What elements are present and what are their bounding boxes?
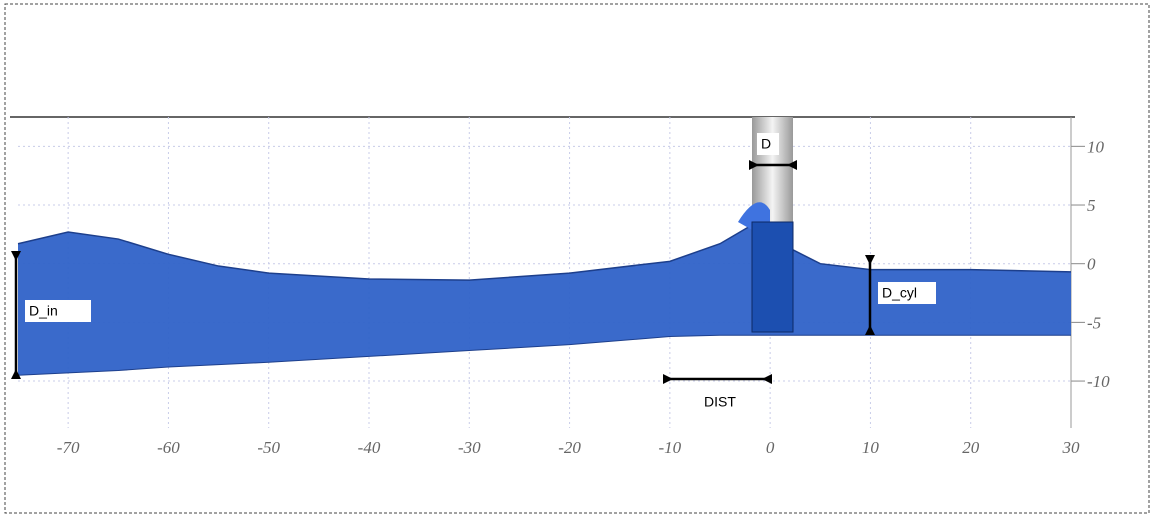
- x-tick-label: -50: [257, 438, 280, 457]
- x-tick-label: 10: [862, 438, 880, 457]
- x-tick-label: 20: [962, 438, 980, 457]
- label-box: [25, 300, 91, 322]
- annotation: D_in: [29, 303, 58, 319]
- x-tick-label: -60: [157, 438, 180, 457]
- x-tick-label: -10: [659, 438, 682, 457]
- cylinder-submerged: [751, 221, 794, 333]
- y-tick-label: -10: [1087, 372, 1110, 391]
- annotation: D_cyl: [882, 285, 917, 301]
- y-tick-label: 0: [1087, 255, 1096, 274]
- x-tick-label: 0: [766, 438, 775, 457]
- y-tick-label: 10: [1087, 137, 1105, 156]
- label-box: [757, 133, 779, 155]
- water-area: [18, 226, 1071, 376]
- x-tick-label: -20: [558, 438, 581, 457]
- label-box: [878, 282, 936, 304]
- x-tick-label: -30: [458, 438, 481, 457]
- surface-line: [17, 225, 1072, 281]
- x-tick-label: -40: [358, 438, 381, 457]
- x-tick-label: 30: [1062, 438, 1081, 457]
- x-tick-label: -70: [57, 438, 80, 457]
- frame: [4, 3, 1150, 514]
- y-tick-label: -5: [1087, 313, 1101, 332]
- label-box: [700, 391, 750, 413]
- y-tick-label: 5: [1087, 196, 1096, 215]
- annotation: D: [761, 136, 771, 152]
- annotation: DIST: [704, 394, 736, 410]
- bed-line: [17, 334, 1071, 376]
